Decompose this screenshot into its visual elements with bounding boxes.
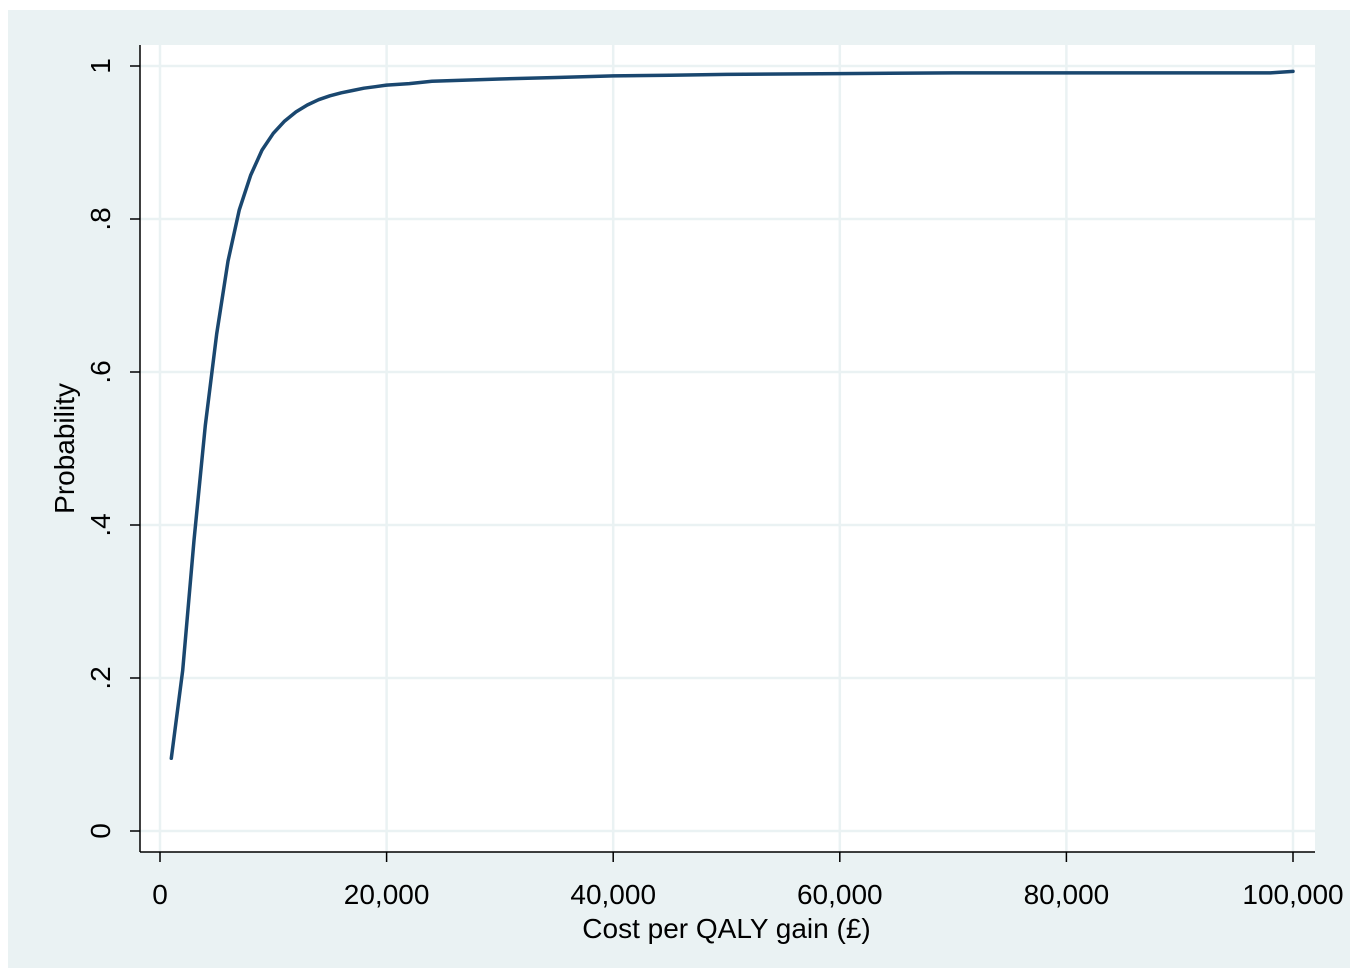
tick-labels: 0 20,000 40,000 60,000 80,000 100,000 0 .2 .4 .6.… (85, 58, 1344, 910)
x-tick-label: 20,000 (344, 879, 430, 910)
x-tick-label: 80,000 (1024, 879, 1110, 910)
plot-area (140, 45, 1315, 852)
series (169, 69, 1295, 761)
axes (139, 45, 1315, 853)
y-tick-label: 1 (85, 58, 116, 74)
y-tick-label: .4 (85, 513, 116, 536)
y-tick-label: 0 (85, 823, 116, 839)
x-tick-label: 60,000 (797, 879, 883, 910)
y-tick-label: .2 (85, 666, 116, 689)
x-axis-title: Cost per QALY gain (£) (582, 913, 870, 944)
x-tick-label: 40,000 (570, 879, 656, 910)
y-tick-label: .6 (85, 360, 116, 383)
x-tick-label: 100,000 (1242, 879, 1343, 910)
y-tick-label: .8 (85, 207, 116, 230)
y-axis-title: Probability (49, 383, 80, 514)
x-tick-label: 0 (152, 879, 168, 910)
grid-lines (140, 45, 1315, 852)
series-line (169, 69, 1295, 761)
